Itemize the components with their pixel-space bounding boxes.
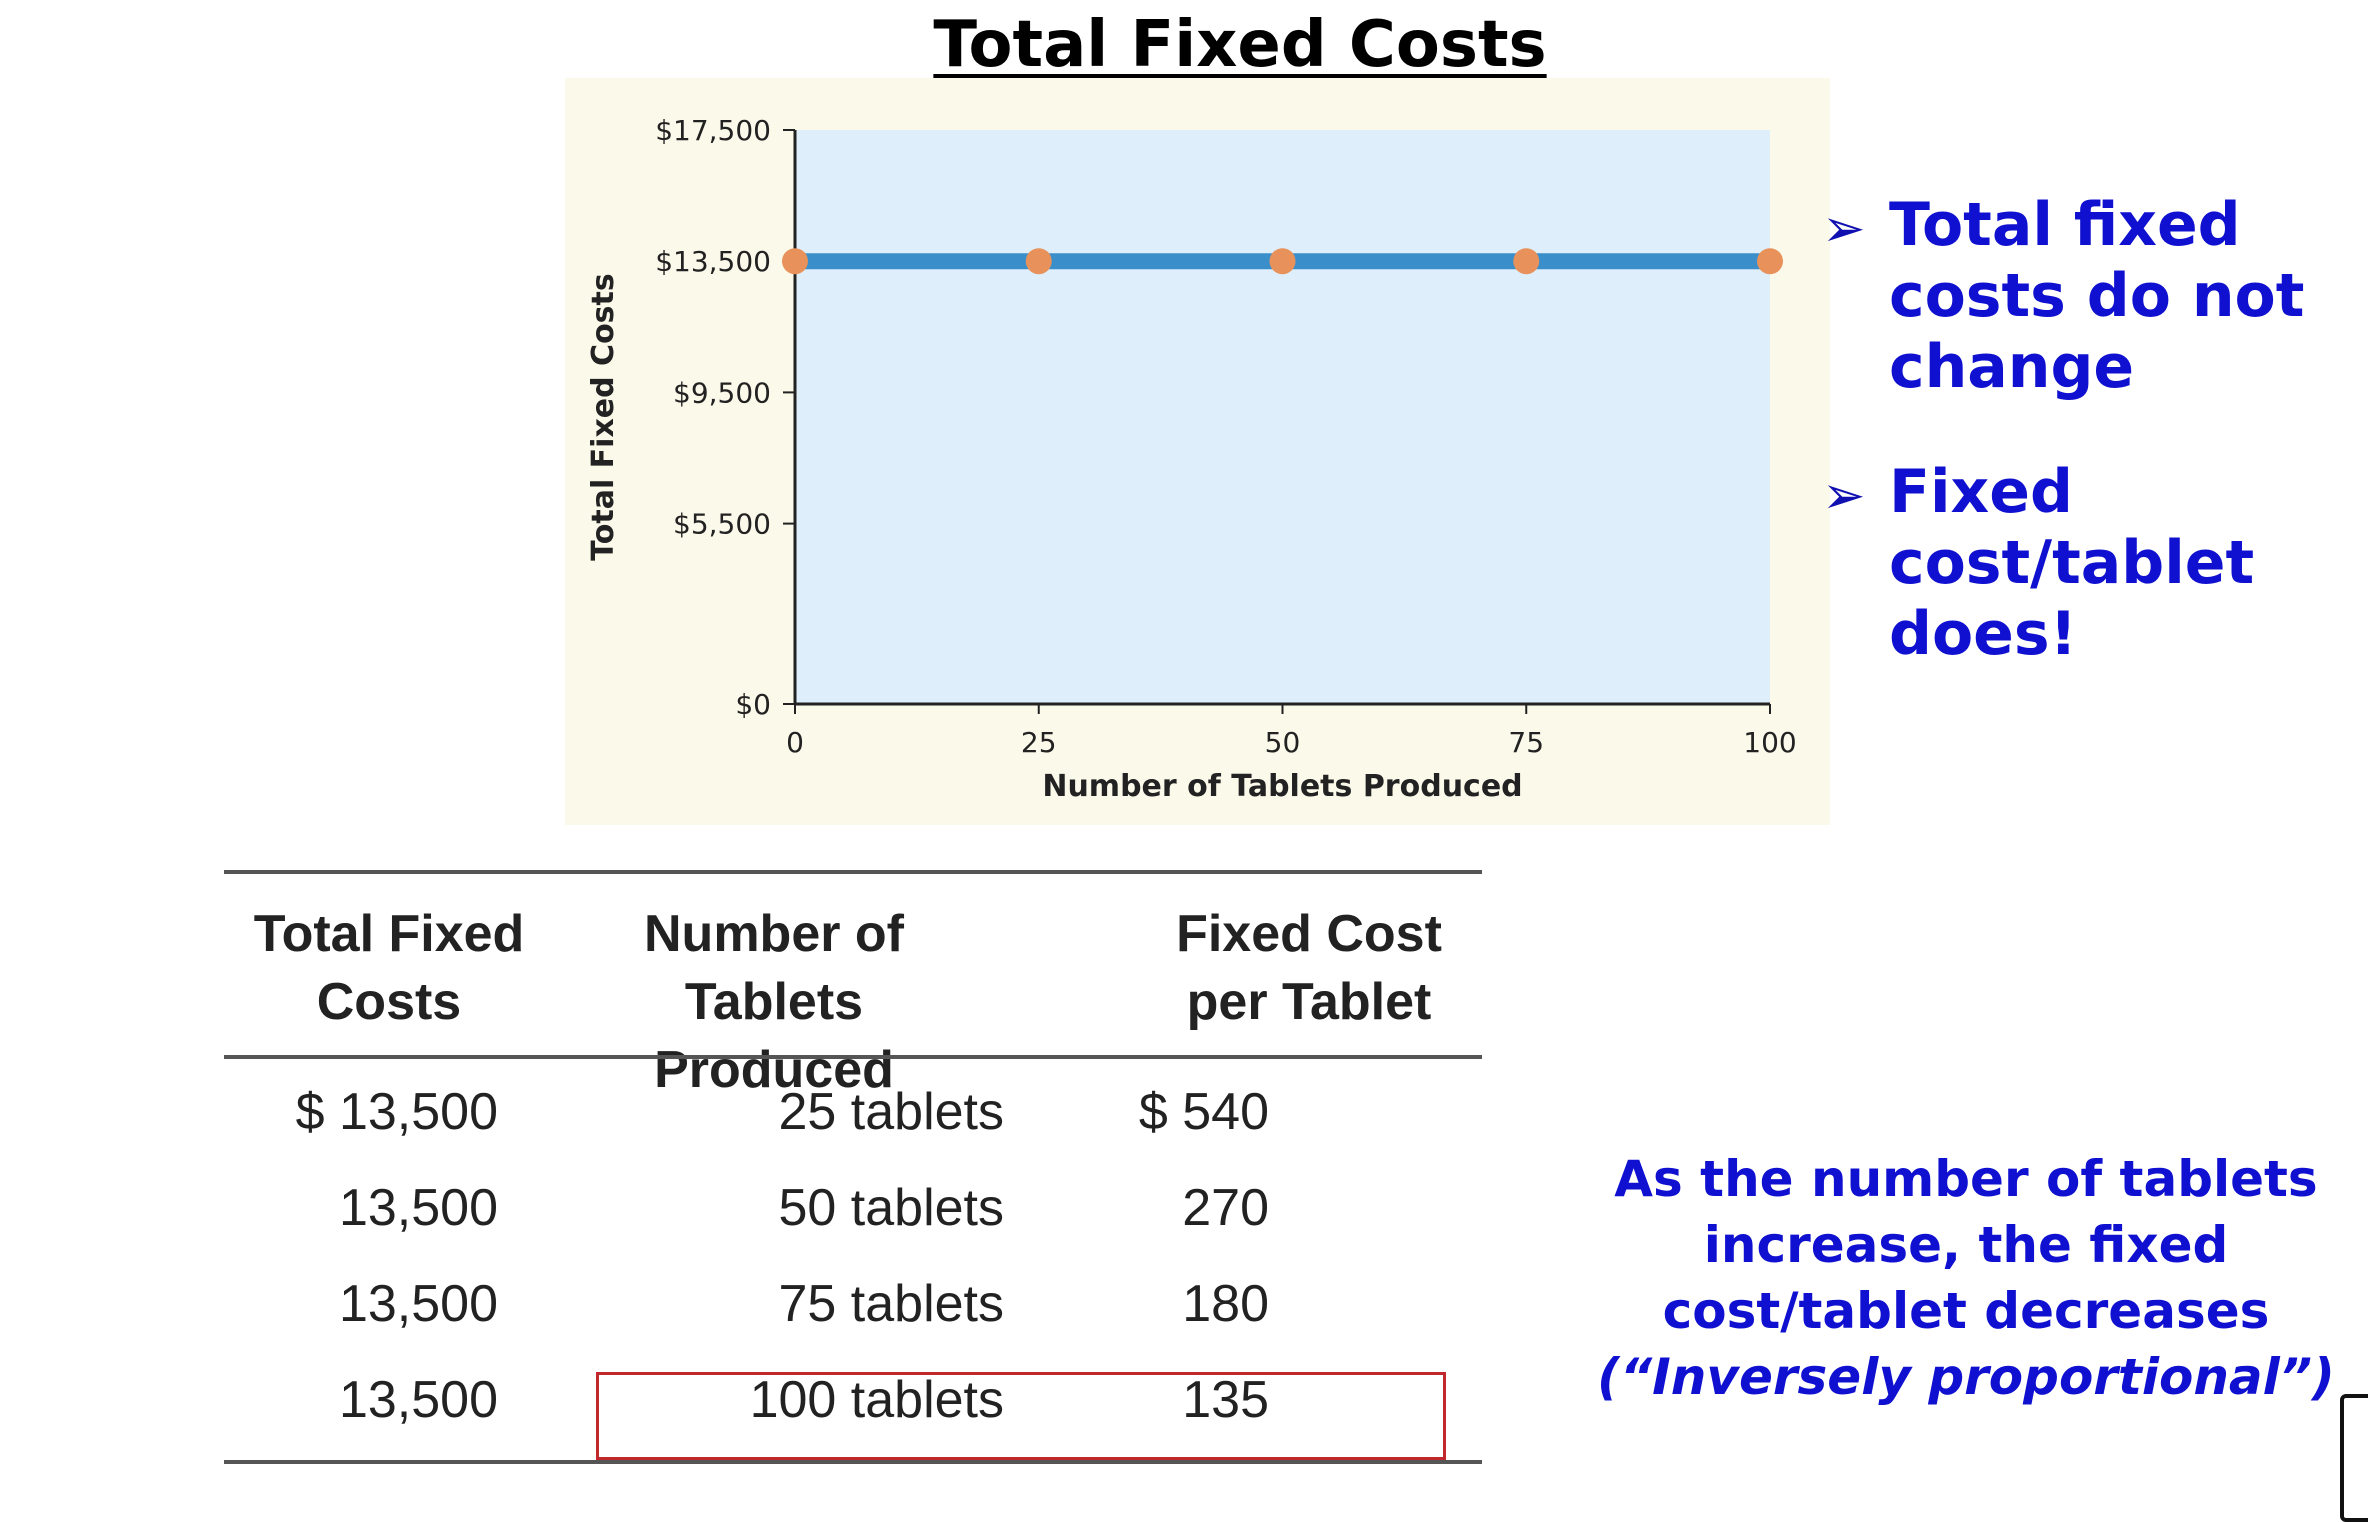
x-tick-label: 0 [786,726,804,759]
bullet-list: ➢ Total fixed costs do not change ➢ Fixe… [1822,190,2362,724]
bullet-item: ➢ Fixed cost/tablet does! [1822,457,2362,670]
note-line: As the number of tablets increase, the f… [1614,1150,2318,1340]
x-axis-label: Number of Tablets Produced [1042,769,1522,804]
data-point [1513,248,1540,275]
header-fixed-cost-per-tablet: Fixed Cost per Tablet [1176,905,1442,1031]
header-number-of-tablets: Number of Tablets Produced [644,905,904,1099]
arrow-bullet-icon: ➢ [1822,199,1866,259]
x-tick-label: 75 [1508,726,1544,759]
note-text: As the number of tablets increase, the f… [1556,1146,2368,1410]
table-cell: 100 tablets [749,1371,1004,1429]
header-total-fixed-costs: Total Fixed Costs [253,905,525,1031]
bullet-text: Total fixed costs do not change [1889,190,2305,402]
y-tick-label: $0 [735,688,771,721]
y-tick-label: $13,500 [655,245,771,278]
arrow-bullet-icon: ➢ [1822,466,1866,526]
chart-svg: $0 $5,500 $9,500 $13,500 $17,500 0 25 50 75 100 Nu… [586,114,1797,804]
slide-title: Total Fixed Costs [933,8,1547,82]
x-tick-label: 50 [1265,726,1301,759]
table-cell: 270 [1182,1179,1269,1237]
y-tick-label: $9,500 [673,376,771,409]
y-tick-label: $5,500 [673,508,771,541]
data-point [782,248,808,275]
x-tick-label: 25 [1021,726,1057,759]
data-point [1757,248,1783,275]
plot-area [795,130,1770,704]
note-italic-line: (“Inversely proportional”) [1597,1348,2335,1406]
table-header-rule [224,1055,1482,1059]
table-cell: $ 13,500 [295,1083,498,1141]
table-cell: 13,500 [338,1275,498,1333]
table-bottom-rule [224,1460,1482,1464]
data-point [1269,248,1296,275]
table-cell: 75 tablets [778,1275,1005,1333]
bullet-item: ➢ Total fixed costs do not change [1822,190,2362,403]
bullet-text: Fixed cost/tablet does! [1889,457,2255,669]
table-cell: $ 540 [1138,1083,1269,1141]
table-cell: 180 [1182,1275,1269,1333]
x-tick-label: 100 [1743,726,1796,759]
table-cell: 25 tablets [778,1083,1005,1141]
data-point [1025,248,1052,275]
y-tick-label: $17,500 [655,114,771,147]
table-cell: 13,500 [338,1179,498,1237]
table-cell: 135 [1182,1371,1269,1429]
table-cell: 13,500 [338,1371,498,1429]
table-cell: 50 tablets [778,1179,1005,1237]
corner-widget [2340,1394,2368,1522]
y-axis-label: Total Fixed Costs [586,273,621,560]
chart-panel: $0 $5,500 $9,500 $13,500 $17,500 0 25 50 75 100 Nu… [565,78,1830,825]
table-top-rule [224,870,1482,874]
highlight-box [596,1372,1446,1460]
